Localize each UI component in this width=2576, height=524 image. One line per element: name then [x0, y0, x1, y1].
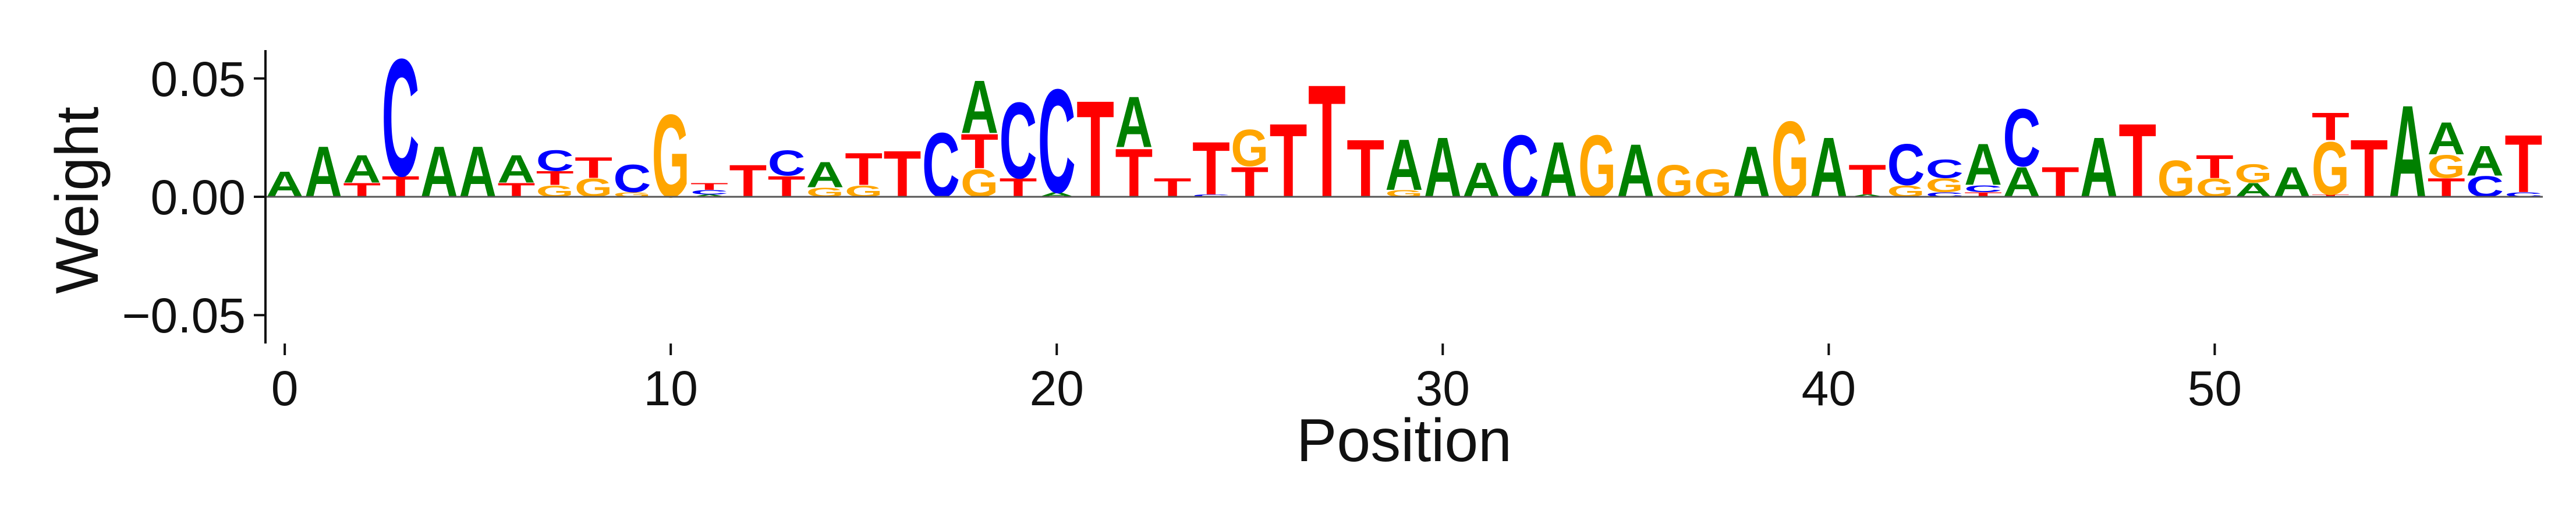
logo-letter-t: T: [1231, 158, 1268, 206]
logo-letter-t: T: [961, 124, 998, 179]
logo-letter-t: T: [2350, 123, 2388, 215]
logo-letter-a: A: [2389, 78, 2426, 225]
y-axis-title: Weight: [44, 107, 111, 294]
logo-letter-c: C: [536, 144, 574, 177]
logo-letter-t: T: [1192, 127, 1230, 211]
logo-letter-c: C: [2466, 171, 2504, 203]
logo-letter-t: T: [2118, 102, 2156, 219]
x-axis-ticks: 0 10 20 30 40 50: [271, 344, 2242, 416]
logo-letter-c: C: [1926, 155, 1964, 184]
logo-letter-t: T: [2196, 148, 2234, 185]
logo-letter-g: G: [2428, 148, 2465, 185]
logo-letter-g: G: [1926, 174, 1964, 196]
logo-letter-a: A: [1115, 82, 1153, 162]
logo-letter-a: A: [459, 132, 497, 213]
logo-letter-t: T: [1076, 72, 1114, 226]
logo-letter-t: T: [1308, 52, 1346, 232]
logo-letter-a: A: [1848, 194, 1886, 197]
logo-letter-a: A: [806, 155, 844, 195]
logo-letter-a: A: [2273, 159, 2311, 206]
logo-letter-g: G: [575, 174, 612, 203]
logo-letter-g: G: [1694, 161, 1732, 206]
x-tick-label: 20: [1030, 361, 1084, 416]
logo-letter-t: T: [729, 155, 767, 207]
logo-letter-c: C: [999, 80, 1037, 201]
logo-letter-g: G: [652, 90, 690, 222]
logo-letter-c: C: [382, 24, 420, 211]
logo-letter-g: G: [1771, 98, 1809, 220]
logo-letter-a: A: [266, 165, 304, 205]
logo-letter-g: G: [2157, 150, 2195, 208]
logo-letter-c: C: [768, 143, 806, 183]
logo-letter-t: T: [382, 170, 420, 203]
logo-letter-t: T: [536, 167, 574, 189]
logo-letter-c: C: [922, 115, 960, 217]
logo-letter-a: A: [1810, 119, 1848, 215]
logo-letter-g: G: [961, 161, 998, 206]
logo-letter-t: T: [2312, 194, 2350, 197]
x-tick-label: 10: [643, 361, 697, 416]
logo-letter-t: T: [1270, 102, 1308, 219]
logo-letter-t: T: [2504, 118, 2542, 210]
logo-letter-a: A: [961, 65, 998, 149]
logo-letter-a: A: [2003, 159, 2040, 206]
logo-letter-t: T: [999, 174, 1037, 203]
logo-letter-c: C: [1038, 59, 1076, 224]
y-axis-ticks: −0.05 0.00 0.05: [122, 52, 265, 343]
logo-letter-g: G: [2234, 159, 2272, 188]
logo-letter-a: A: [1462, 152, 1500, 207]
logo-letter-a: A: [1732, 132, 1770, 213]
logo-letter-c: C: [613, 157, 651, 201]
logo-letter-a: A: [690, 194, 728, 197]
logo-letter-a: A: [1540, 126, 1578, 214]
logo-letter-a: A: [1424, 119, 1462, 215]
logo-letter-t: T: [845, 143, 883, 195]
logo-letter-a: A: [2428, 112, 2465, 164]
logo-letter-a: A: [304, 132, 342, 213]
logo-letter-g: G: [1656, 155, 1693, 207]
logo-letter-t: T: [690, 181, 728, 192]
logo-letter-c: C: [1964, 183, 2002, 194]
logo-letter-t: T: [1347, 123, 1384, 215]
logo-letter-g: G: [2196, 174, 2234, 203]
logo-letter-a: A: [1386, 125, 1423, 206]
logo-letter-c: C: [2003, 93, 2040, 184]
logo-letter-t: T: [884, 138, 922, 211]
logo-letter-a: A: [1617, 129, 1654, 213]
logo-letter-g: G: [1231, 119, 1268, 178]
logo-letter-c: C: [1501, 116, 1539, 215]
x-tick-label: 50: [2188, 361, 2242, 416]
logo-letter-a: A: [497, 147, 535, 191]
logo-letter-t: T: [575, 151, 612, 185]
logo-letter-t: T: [2312, 104, 2350, 148]
logo-letter-a: A: [2080, 119, 2118, 215]
logo-letter-g: G: [1578, 118, 1616, 217]
y-tick-label: 0.00: [151, 170, 246, 225]
logo-letter-a: A: [1964, 132, 2002, 198]
logo-letter-t: T: [2042, 158, 2079, 206]
logo-letter-t: T: [768, 170, 806, 203]
logo-letter-t: T: [1115, 134, 1153, 212]
logo-letter-a: A: [420, 132, 458, 213]
x-tick-label: 30: [1416, 361, 1470, 416]
y-tick-label: 0.05: [151, 52, 246, 107]
logo-letter-a: A: [2466, 137, 2504, 185]
logo-letter-t: T: [1154, 174, 1192, 203]
x-axis-title: Position: [1296, 407, 1512, 475]
logo-letter-t: T: [1848, 156, 1886, 204]
x-tick-label: 0: [271, 361, 299, 416]
logo-letter-t: T: [2428, 174, 2465, 203]
y-tick-label: −0.05: [122, 288, 246, 343]
logo-letter-c: C: [1887, 132, 1925, 198]
logo-letter-c: C: [1192, 194, 1230, 197]
x-tick-label: 40: [1802, 361, 1856, 416]
logo-letter-a: A: [343, 147, 381, 191]
logo-letter-c: C: [690, 189, 728, 196]
